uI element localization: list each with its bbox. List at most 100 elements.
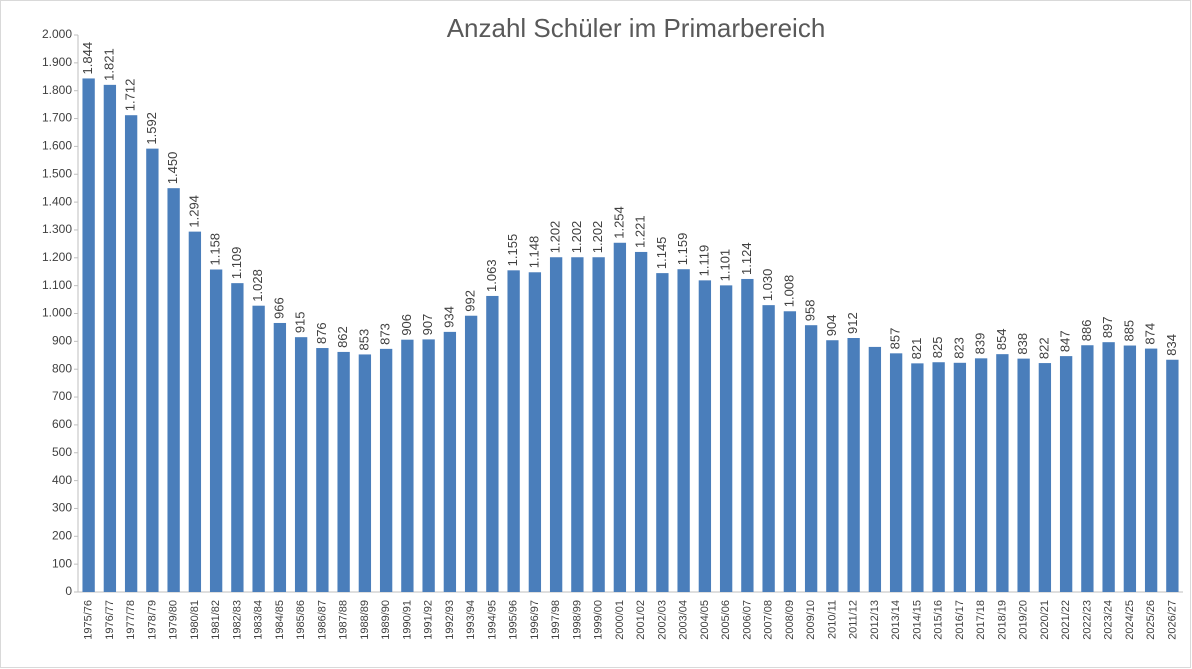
data-label: 906 [399, 314, 414, 336]
x-tick-label: 1990/91 [401, 600, 413, 640]
x-tick-label: 1987/88 [338, 600, 350, 640]
data-label: 862 [335, 326, 350, 348]
x-tick-label: 2010/11 [826, 600, 838, 639]
data-label: 1.148 [526, 236, 541, 269]
x-tick-label: 2024/25 [1124, 600, 1136, 640]
data-label: 885 [1121, 320, 1136, 342]
x-tick-label: 1986/87 [316, 600, 328, 640]
bar [252, 305, 265, 592]
bar [613, 242, 627, 593]
bar [656, 273, 669, 592]
x-tick-label: 1976/77 [104, 600, 116, 640]
bar [103, 84, 117, 592]
data-label: 834 [1164, 334, 1179, 356]
data-label: 886 [1079, 320, 1094, 342]
x-tick-label: 1977/78 [125, 600, 137, 640]
x-tick-label: 2009/10 [805, 600, 817, 640]
x-tick-label: 2026/27 [1166, 600, 1178, 640]
bar [167, 188, 180, 593]
data-label: 915 [293, 311, 308, 333]
bar [231, 283, 244, 592]
y-tick-label: 1.900 [42, 55, 72, 69]
bar [719, 285, 733, 592]
bar [1081, 345, 1094, 592]
bar [401, 339, 414, 592]
x-tick-label: 1995/96 [508, 600, 520, 640]
bar [1166, 359, 1179, 592]
x-tick-label: 1994/95 [486, 600, 498, 640]
data-label: 876 [314, 322, 329, 344]
x-tick-label: 2014/15 [911, 600, 923, 640]
data-label: 1.221 [633, 215, 648, 248]
x-tick-label: 1999/00 [593, 600, 605, 640]
bar [188, 231, 202, 592]
bar [634, 251, 648, 593]
data-label: 912 [845, 312, 860, 334]
y-tick-label: 1.100 [42, 278, 72, 292]
data-label: 1.294 [186, 195, 201, 228]
bar [486, 295, 499, 592]
data-label: 958 [803, 299, 818, 321]
bar [996, 354, 1009, 592]
data-label: 874 [1143, 323, 1158, 345]
x-tick-label: 2002/03 [656, 600, 668, 640]
x-tick-label: 2012/13 [869, 600, 881, 640]
bar [1123, 345, 1137, 592]
y-tick-label: 600 [52, 417, 72, 431]
bar [549, 257, 563, 592]
x-tick-label: 1989/90 [380, 600, 392, 640]
x-tick-label: 2000/01 [614, 600, 626, 640]
data-label: 847 [1058, 330, 1073, 352]
bar [1059, 356, 1073, 592]
x-tick-label: 2016/17 [954, 600, 966, 640]
bar [294, 337, 308, 592]
y-tick-label: 1.800 [42, 83, 72, 97]
bar [443, 331, 457, 592]
bar [911, 363, 924, 592]
data-label: 1.592 [144, 112, 159, 145]
data-label: 1.712 [123, 79, 138, 112]
data-label: 1.155 [505, 234, 520, 267]
x-tick-label: 2008/09 [784, 600, 796, 640]
bar [889, 353, 903, 592]
x-tick-label: 2003/04 [678, 600, 690, 640]
data-label: 904 [824, 315, 839, 337]
data-label: 1.008 [781, 275, 796, 308]
y-tick-label: 1.200 [42, 250, 72, 264]
data-label: 1.821 [101, 48, 116, 81]
bar [847, 338, 860, 592]
x-tick-label: 2001/02 [635, 600, 647, 640]
x-tick-label: 1980/81 [189, 600, 201, 640]
bar [209, 269, 223, 592]
x-tick-label: 2022/23 [1081, 600, 1093, 640]
bar [1102, 342, 1115, 592]
x-tick-label: 2007/08 [763, 600, 775, 640]
x-tick-label: 2025/26 [1145, 600, 1157, 640]
data-label: 934 [441, 306, 456, 328]
y-tick-label: 200 [52, 528, 72, 542]
bar [762, 305, 775, 592]
x-tick-label: 1991/92 [423, 600, 435, 640]
data-label: 1.202 [548, 221, 563, 254]
x-tick-label: 1996/97 [529, 600, 541, 640]
data-label: 1.030 [760, 269, 775, 302]
bar [868, 346, 882, 592]
bar [698, 280, 712, 592]
data-label: 992 [463, 290, 478, 312]
y-tick-label: 1.500 [42, 166, 72, 180]
x-tick-label: 1985/86 [295, 600, 307, 640]
x-tick-label: 1998/99 [571, 600, 583, 640]
data-label: 1.159 [675, 233, 690, 266]
x-tick-label: 1982/83 [231, 600, 243, 640]
bar [571, 257, 584, 592]
y-tick-label: 0 [65, 584, 72, 598]
chart-title: Anzahl Schüler im Primarbereich [447, 13, 826, 43]
y-tick-label: 400 [52, 473, 72, 487]
bar [953, 362, 967, 592]
bar [783, 311, 797, 592]
x-tick-label: 2018/19 [996, 600, 1008, 640]
x-tick-label: 1979/80 [168, 600, 180, 640]
y-tick-label: 1.300 [42, 222, 72, 236]
bar [82, 78, 95, 593]
